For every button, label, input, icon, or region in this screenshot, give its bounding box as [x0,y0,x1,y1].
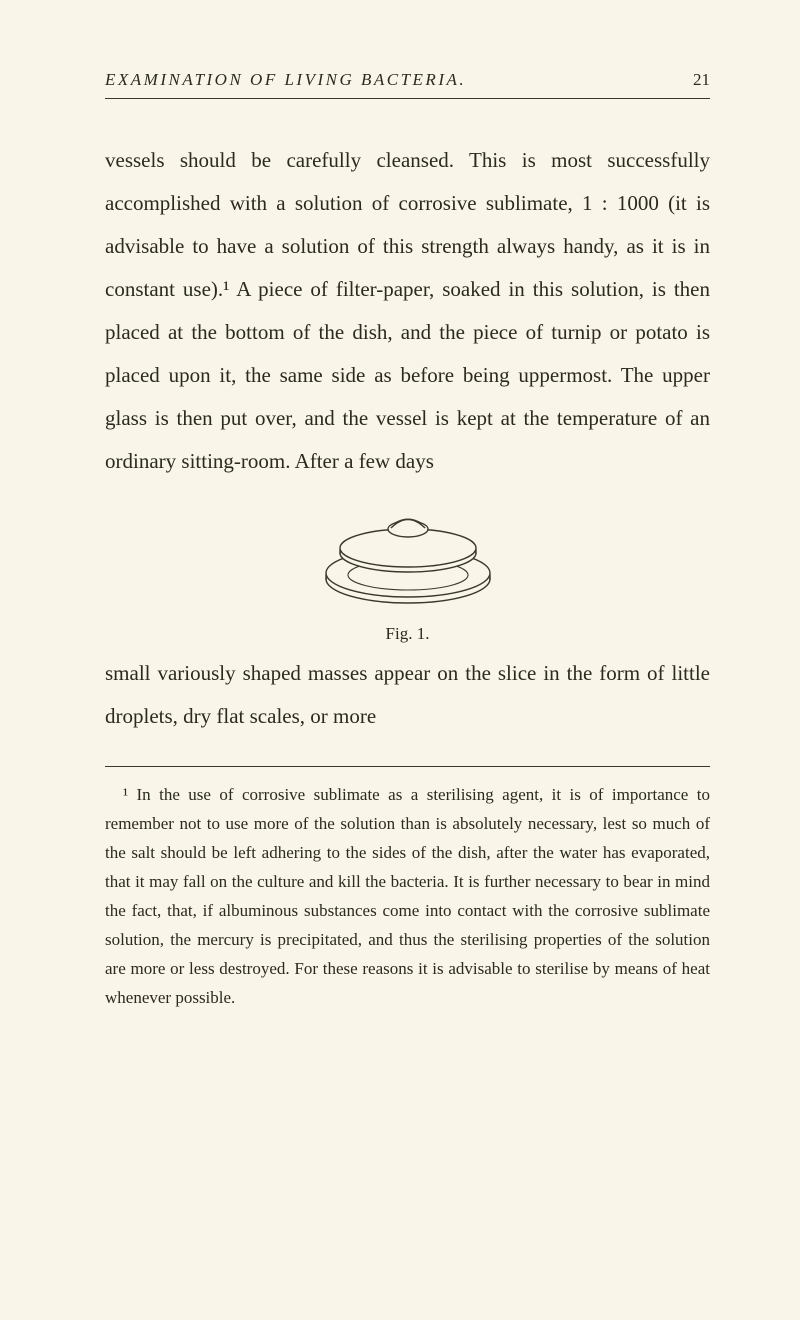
running-header: EXAMINATION OF LIVING BACTERIA. 21 [105,70,710,99]
footnote-rule [105,766,710,767]
figure-caption: Fig. 1. [105,624,710,644]
footnote-1: ¹ In the use of corrosive sublimate as a… [105,781,710,1012]
running-title: EXAMINATION OF LIVING BACTERIA. [105,70,466,90]
dish-illustration-icon [313,501,503,616]
body-paragraph-1: vessels should be carefully cleansed. Th… [105,139,710,483]
body-paragraph-2: small variously shaped masses appear on … [105,652,710,738]
page: EXAMINATION OF LIVING BACTERIA. 21 vesse… [0,0,800,1320]
page-number: 21 [693,70,710,90]
figure-1: Fig. 1. [105,501,710,644]
